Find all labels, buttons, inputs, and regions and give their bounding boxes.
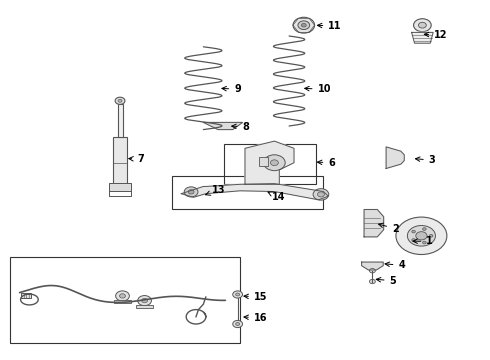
Circle shape [116,291,129,301]
Circle shape [236,323,240,325]
Circle shape [407,225,436,246]
Text: 15: 15 [244,292,268,302]
Text: 4: 4 [385,260,405,270]
Circle shape [115,97,125,104]
Polygon shape [412,32,433,43]
Text: 5: 5 [376,276,396,286]
Bar [172,176,323,209]
Circle shape [416,232,427,240]
Text: 13: 13 [206,185,225,195]
Text: 11: 11 [318,21,342,31]
Bar [113,137,127,184]
Circle shape [396,217,447,255]
Circle shape [422,228,426,230]
Bar [114,300,131,303]
Circle shape [264,155,285,171]
Polygon shape [364,210,384,237]
Circle shape [429,234,433,237]
Circle shape [236,293,240,296]
Circle shape [233,320,243,328]
Text: 6: 6 [318,158,335,168]
Circle shape [318,192,324,197]
Circle shape [301,23,306,27]
Circle shape [412,230,416,233]
Circle shape [184,187,198,197]
Circle shape [313,189,329,200]
Circle shape [118,99,122,102]
Text: 16: 16 [244,313,268,323]
Circle shape [120,294,125,298]
Polygon shape [362,262,383,270]
Text: 3: 3 [416,155,436,165]
Circle shape [138,296,151,306]
Circle shape [369,269,375,273]
Bar [224,144,316,184]
Bar [10,257,240,343]
Polygon shape [181,184,328,200]
Bar [109,183,131,191]
Circle shape [414,19,431,32]
Circle shape [270,160,278,166]
Text: 8: 8 [232,122,249,132]
Text: 1: 1 [413,236,433,246]
Circle shape [298,21,310,30]
Polygon shape [203,122,243,130]
Circle shape [233,291,243,298]
Bar [21,293,31,298]
Polygon shape [386,147,404,168]
Bar [118,104,122,137]
Bar [259,157,268,166]
Text: 12: 12 [424,30,448,40]
Circle shape [422,241,426,244]
Text: 14: 14 [268,192,286,202]
Circle shape [293,17,315,33]
Text: 10: 10 [305,84,331,94]
Circle shape [369,279,375,284]
Polygon shape [245,141,294,184]
Bar [136,305,153,308]
Text: 7: 7 [129,154,144,164]
Circle shape [188,190,194,194]
Text: 2: 2 [379,223,399,234]
Circle shape [412,239,416,241]
Text: 9: 9 [222,84,241,94]
Circle shape [142,298,147,303]
Circle shape [418,22,426,28]
